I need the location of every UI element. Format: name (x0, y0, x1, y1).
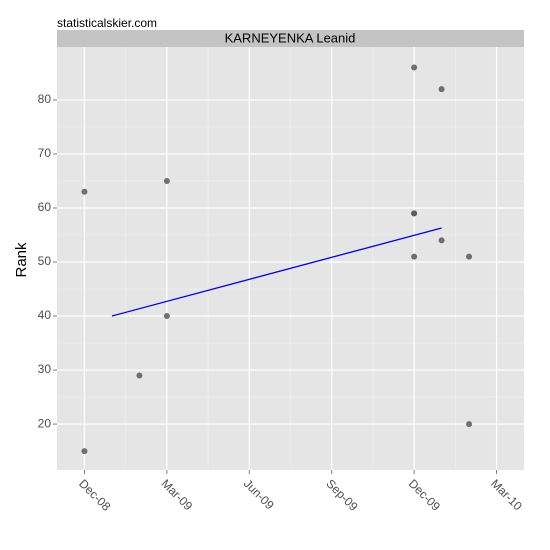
source-label: statisticalskier.com (57, 16, 157, 30)
y-tick-label: 70 (38, 146, 52, 160)
y-tick-label: 80 (38, 92, 52, 106)
y-tick-label: 60 (38, 200, 52, 214)
point (438, 86, 445, 93)
point (466, 253, 473, 260)
point (411, 210, 418, 217)
point (411, 64, 418, 71)
x-tick-label: Dec-08 (76, 476, 113, 513)
x-tick-label: Jun-09 (241, 476, 277, 512)
x-tick-label: Mar-10 (488, 476, 525, 513)
y-tick-label: 40 (38, 308, 52, 322)
point (438, 237, 445, 244)
y-tick-label: 30 (38, 362, 52, 376)
point (136, 372, 143, 379)
point (163, 313, 170, 320)
point (81, 188, 88, 195)
point (466, 421, 473, 428)
x-tick-label: Mar-09 (159, 476, 196, 513)
chart-title: KARNEYENKA Leanid (225, 30, 356, 45)
point (411, 253, 418, 260)
x-tick-label: Sep-09 (323, 476, 360, 513)
point (81, 448, 88, 455)
point (163, 177, 170, 184)
y-tick-label: 20 (38, 416, 52, 430)
y-axis-label: Rank (13, 242, 30, 278)
trend-line (111, 227, 442, 317)
x-tick-label: Dec-09 (406, 476, 443, 513)
strip (57, 30, 524, 47)
y-tick-label: 50 (38, 254, 52, 268)
